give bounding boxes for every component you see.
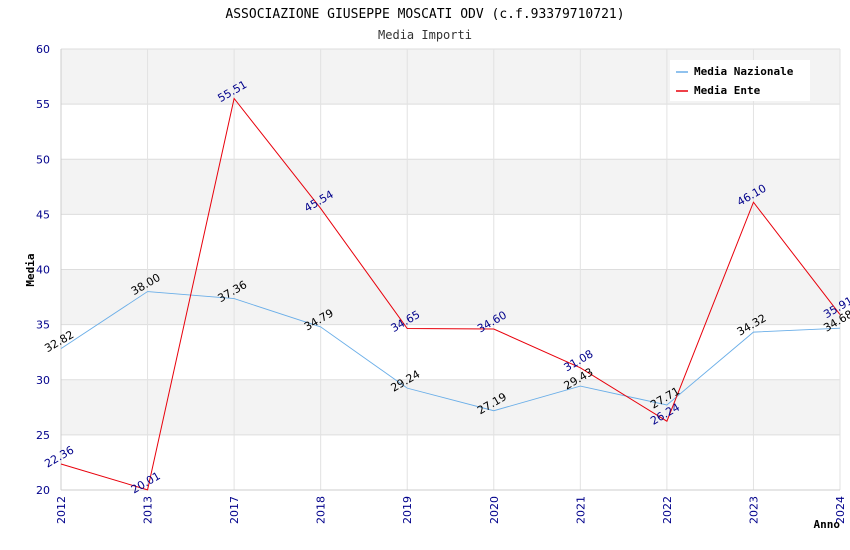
- x-axis-ticks: 2012 2013 2017 2018 2019 2020 2021 2022 2023 2024: [55, 496, 847, 524]
- grid-band: [61, 269, 840, 325]
- legend-label-media-ente: Media Ente: [694, 84, 761, 97]
- legend-box: [670, 60, 810, 101]
- y-tick-label: 25: [36, 429, 50, 442]
- x-tick-label: 2012: [55, 496, 68, 524]
- x-tick-label: 2013: [142, 496, 155, 524]
- grid-band: [61, 434, 840, 490]
- x-axis-label: Anno: [814, 518, 841, 531]
- x-tick-label: 2022: [661, 496, 674, 524]
- grid-band: [61, 104, 840, 160]
- x-tick-label: 2020: [488, 496, 501, 524]
- x-tick-label: 2024: [834, 496, 847, 524]
- grid-band: [61, 324, 840, 380]
- legend-label-media-nazionale: Media Nazionale: [694, 65, 794, 78]
- series-group: [60, 97, 841, 491]
- x-tick-label: 2021: [574, 496, 587, 524]
- grid-band: [61, 214, 840, 270]
- y-tick-label: 45: [36, 208, 50, 221]
- grid-lines: [60, 48, 841, 491]
- x-tick-label: 2017: [228, 496, 241, 524]
- x-tick-label: 2019: [401, 496, 414, 524]
- grid-band: [61, 379, 840, 435]
- y-axis-label: Media: [24, 253, 37, 286]
- y-tick-label: 30: [36, 374, 50, 387]
- grid-band: [61, 159, 840, 215]
- y-tick-label: 55: [36, 98, 50, 111]
- x-tick-label: 2018: [315, 496, 328, 524]
- y-tick-label: 35: [36, 319, 50, 332]
- chart-title: ASSOCIAZIONE GIUSEPPE MOSCATI ODV (c.f.9…: [225, 7, 624, 22]
- legend: Media Nazionale Media Ente: [670, 60, 810, 101]
- y-axis-ticks: 20 25 30 35 40 45 50 55 60: [36, 43, 50, 497]
- chart-subtitle: Media Importi: [378, 28, 472, 42]
- series-line-media-ente: [60, 97, 841, 491]
- y-tick-label: 50: [36, 153, 50, 166]
- x-tick-label: 2023: [747, 496, 760, 524]
- y-tick-label: 20: [36, 484, 50, 497]
- y-tick-label: 60: [36, 43, 50, 56]
- grid-bands: [61, 49, 840, 490]
- y-tick-label: 40: [36, 264, 50, 277]
